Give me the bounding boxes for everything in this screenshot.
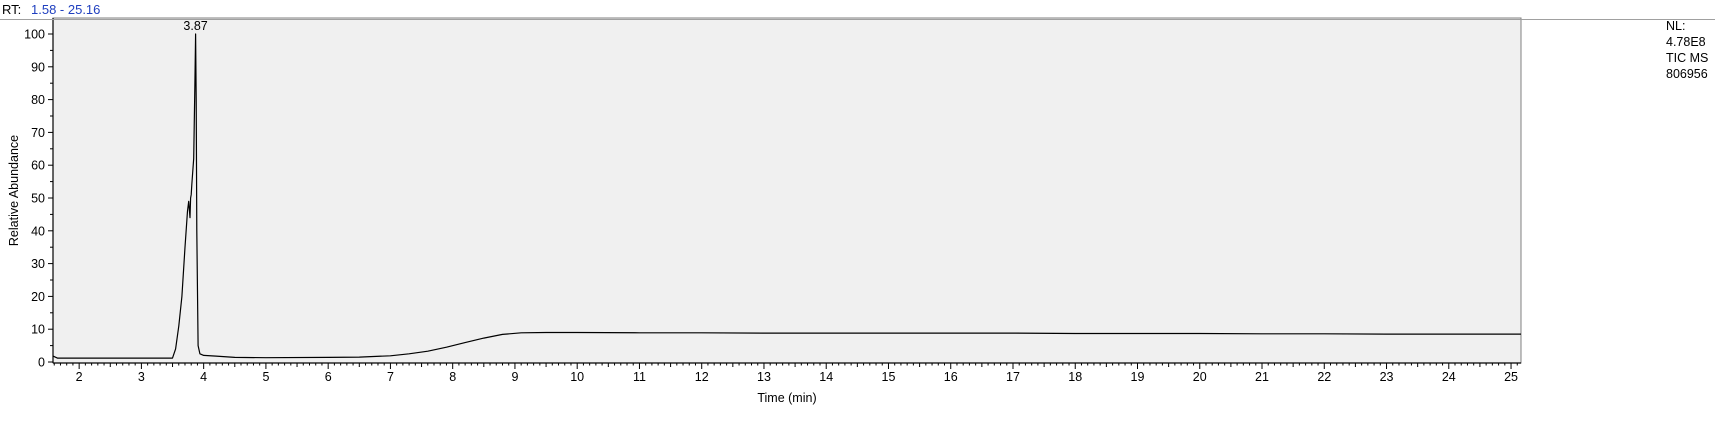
x-tick-label: 3 (138, 370, 145, 384)
x-tick-label: 24 (1442, 370, 1456, 384)
y-tick-label: 20 (31, 290, 45, 304)
y-tick-label: 50 (31, 192, 45, 206)
x-tick-label: 15 (882, 370, 896, 384)
x-tick-label: 13 (757, 370, 771, 384)
y-tick-label: 80 (31, 93, 45, 107)
scan-type: TIC MS (1666, 51, 1709, 65)
rt-label: RT: (2, 2, 22, 17)
x-tick-label: 17 (1006, 370, 1020, 384)
x-tick-label: 19 (1131, 370, 1145, 384)
x-tick-label: 25 (1504, 370, 1518, 384)
x-tick-label: 14 (819, 370, 833, 384)
y-tick-label: 40 (31, 224, 45, 238)
rt-range-header: RT: 1.58 - 25.16 (0, 0, 1715, 20)
peak-label: 3.87 (183, 19, 207, 33)
normalization-info: NL: 4.78E8 TIC MS 806956 (1666, 18, 1708, 82)
y-tick-label: 70 (31, 126, 45, 140)
y-tick-label: 90 (31, 60, 45, 74)
x-tick-label: 10 (570, 370, 584, 384)
x-tick-label: 20 (1193, 370, 1207, 384)
x-tick-label: 9 (511, 370, 518, 384)
x-tick-label: 23 (1380, 370, 1394, 384)
x-tick-label: 8 (449, 370, 456, 384)
tic-trace-0 (52, 33, 1521, 359)
x-tick-label: 16 (944, 370, 958, 384)
x-tick-label: 22 (1317, 370, 1331, 384)
x-tick-label: 2 (76, 370, 83, 384)
nl-value: 4.78E8 (1666, 35, 1706, 49)
y-axis-title: Relative Abundance (7, 135, 21, 246)
plot-area (52, 17, 1522, 364)
nl-label: NL: (1666, 19, 1686, 33)
y-tick-label: 10 (31, 323, 45, 337)
x-tick-label: 21 (1255, 370, 1269, 384)
x-axis-title: Time (min) (757, 391, 816, 405)
x-tick-label: 7 (387, 370, 394, 384)
x-tick-label: 11 (633, 370, 646, 384)
x-tick-label: 5 (262, 370, 269, 384)
y-tick-label: 100 (24, 28, 45, 42)
rt-range-value: 1.58 - 25.16 (31, 2, 101, 17)
x-tick-label: 18 (1068, 370, 1082, 384)
y-tick-label: 0 (38, 356, 45, 370)
x-tick-label: 4 (200, 370, 207, 384)
y-tick-label: 30 (31, 257, 45, 271)
file-id: 806956 (1666, 67, 1708, 81)
x-tick-label: 6 (325, 370, 332, 384)
x-tick-label: 12 (695, 370, 709, 384)
y-tick-label: 60 (31, 159, 45, 173)
